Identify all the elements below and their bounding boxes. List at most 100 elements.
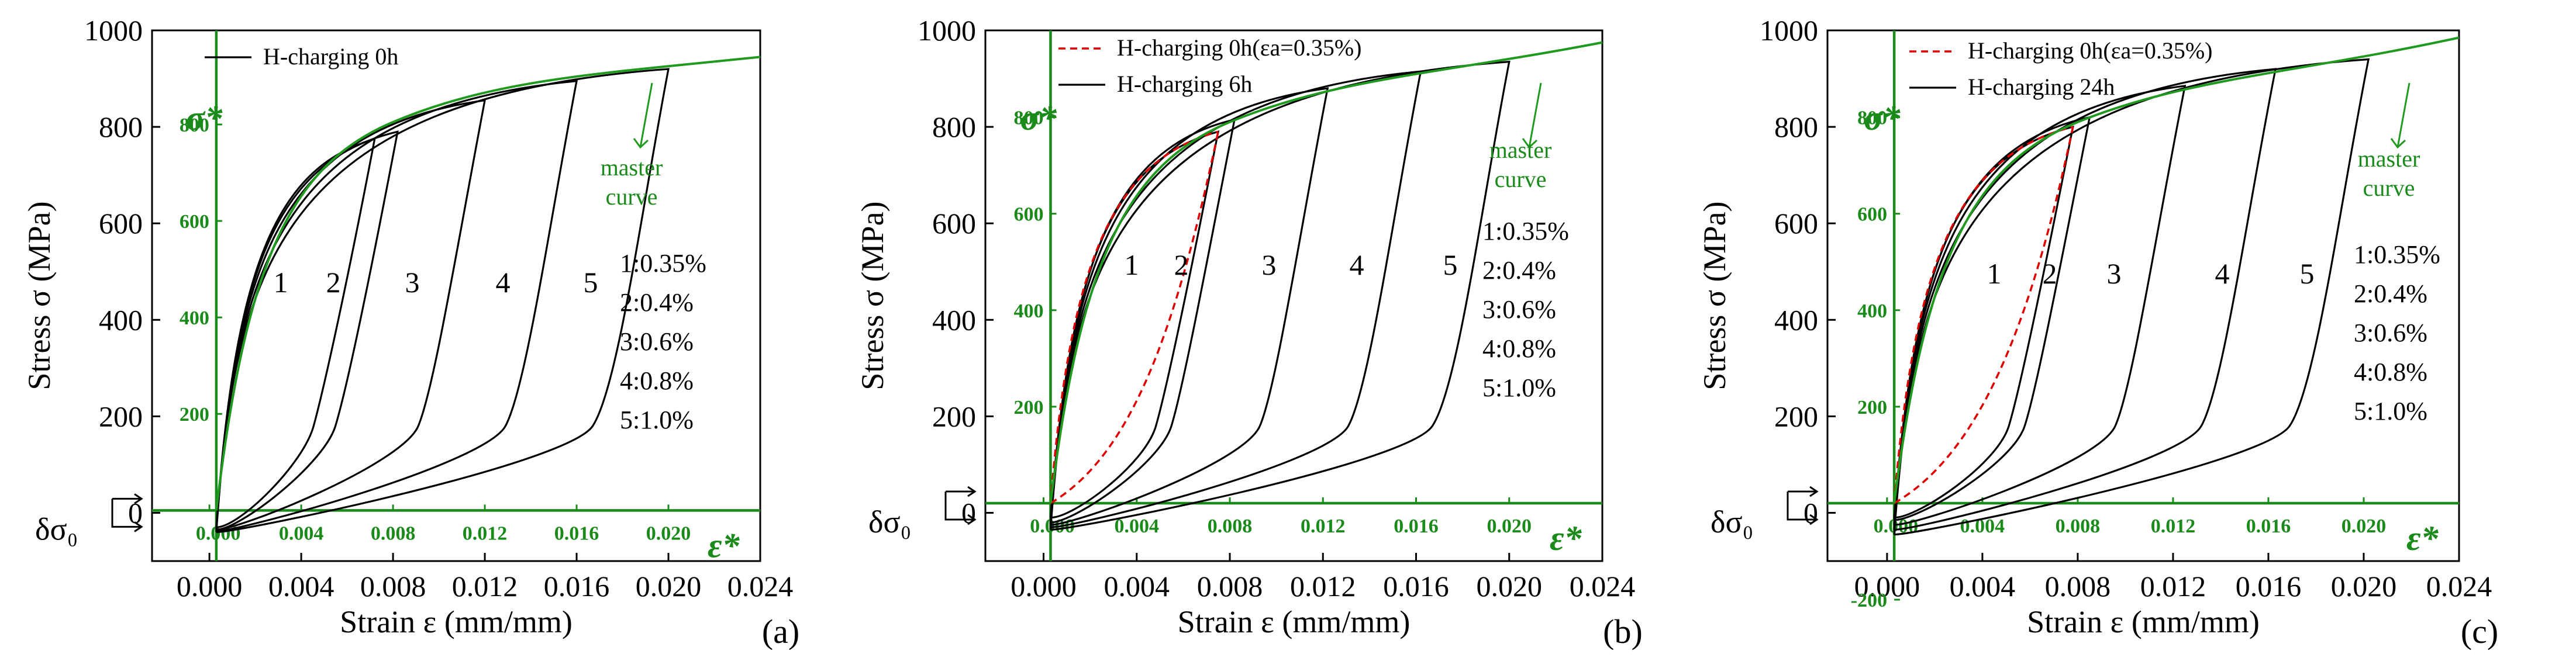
sigma-star-symbol: σ* (1020, 99, 1057, 137)
reference-0h-curve (1893, 126, 2074, 504)
x-tick-label: 0.012 (452, 570, 518, 603)
epsilon-star-tick-label: 0.012 (2151, 515, 2196, 537)
epsilon-star-tick-label: 0.008 (2056, 515, 2101, 537)
master-curve-label: curve (606, 184, 658, 210)
y-tick-label: 400 (99, 303, 143, 336)
y-tick-label: 600 (1774, 207, 1818, 240)
y-tick-label: 200 (99, 400, 143, 432)
x-tick-label: 0.000 (177, 570, 243, 603)
y-tick-label: 0 (128, 496, 143, 529)
y-tick-label: 600 (99, 207, 143, 240)
hysteresis-loop-2 (1049, 118, 1236, 524)
y-tick-label: 1000 (918, 14, 976, 47)
y-axis-label: Stress σ (MPa) (22, 201, 57, 390)
chart-panel-1: 0 200 400 600 800 1000 0.000 0.004 0.008 0.012 0.0… (22, 14, 799, 650)
epsilon-star-tick-label: 0.008 (1208, 515, 1253, 537)
sigma-star-tick-label: 400 (180, 307, 209, 329)
legend-entry: H-charging 24h (1968, 74, 2115, 100)
hysteresis-loop-5 (1049, 60, 1511, 531)
epsilon-star-tick-label: 0.012 (1301, 515, 1346, 537)
plot-frame (151, 29, 761, 562)
x-tick-label: 0.020 (1477, 570, 1543, 603)
x-tick-label: 0.000 (1011, 570, 1077, 603)
hysteresis-loop-4 (215, 79, 578, 532)
sigma-star-tick-label: 400 (1013, 300, 1043, 322)
curve-number-5: 5 (2300, 257, 2315, 290)
strain-amplitude-item: 4:0.8% (1482, 334, 1556, 363)
reference-0h-curve (1049, 130, 1219, 504)
legend-entry: H-charging 6h (1117, 71, 1252, 97)
strain-amplitude-item: 4:0.8% (2354, 358, 2427, 386)
y-tick-label: 800 (99, 110, 143, 143)
epsilon-star-tick-label: 0.016 (1394, 515, 1439, 537)
master-curve-arrow (633, 82, 653, 149)
curve-number-5: 5 (1443, 248, 1458, 281)
x-tick-label: 0.000 (1854, 570, 1920, 603)
hysteresis-loop-2 (215, 130, 399, 531)
x-tick-label: 0.008 (1197, 570, 1263, 603)
epsilon-star-tick-label: 0.004 (1115, 515, 1160, 537)
curve-number-3: 3 (2107, 257, 2122, 290)
strain-amplitude-item: 3:0.6% (620, 327, 694, 356)
hysteresis-loop-4 (1893, 68, 2277, 531)
curve-number-1: 1 (1125, 248, 1139, 281)
x-tick-label: 0.020 (636, 570, 702, 603)
sigma-star-tick-label: 200 (1857, 397, 1887, 418)
sigma-star-tick-label: 600 (1013, 204, 1043, 226)
legend-entry: H-charging 0h(εa=0.35%) (1968, 37, 2213, 64)
sigma-star-tick-label: 800 (1013, 108, 1043, 129)
epsilon-star-tick-label: 0.008 (371, 522, 416, 544)
master-curve-arrow (1522, 82, 1542, 149)
hysteresis-loop-2 (1893, 116, 2091, 521)
plot-frame (984, 29, 1603, 562)
hysteresis-loop-3 (1893, 85, 2187, 526)
delta-arrow-bottom (1787, 491, 1819, 525)
sigma-star-tick-label: 800 (180, 115, 209, 136)
master-curve (1049, 41, 1603, 504)
y-axis-label: Stress σ (MPa) (1697, 201, 1732, 390)
delta-sigma0-label: δσ₀ (1711, 504, 1753, 539)
curve-number-2: 2 (326, 266, 341, 299)
epsilon-star-symbol: ε* (1550, 519, 1582, 558)
y-tick-label: 600 (932, 207, 976, 240)
y-tick-label: 400 (932, 303, 976, 336)
sigma-star-symbol: σ* (1864, 99, 1901, 137)
x-tick-label: 0.016 (2236, 570, 2302, 603)
x-tick-label: 0.012 (2140, 570, 2206, 603)
strain-amplitude-item: 2:0.4% (1482, 256, 1556, 285)
x-tick-label: 0.004 (1950, 570, 2016, 603)
curve-number-4: 4 (1350, 248, 1364, 281)
strain-amplitude-item: 1:0.35% (2354, 240, 2440, 269)
delta-sigma0-label: δσ₀ (35, 511, 78, 546)
hysteresis-loop-3 (215, 99, 487, 531)
curve-number-3: 3 (405, 266, 420, 299)
hysteresis-loop-3 (1049, 87, 1329, 526)
epsilon-star-tick-label: 0.016 (2246, 515, 2291, 537)
epsilon-star-symbol: ε* (708, 526, 740, 565)
y-axis-label: Stress σ (MPa) (855, 201, 890, 390)
strain-amplitude-item: 2:0.4% (2354, 279, 2427, 308)
strain-amplitude-item: 3:0.6% (1482, 295, 1556, 324)
legend-entry: H-charging 0h(εa=0.35%) (1117, 34, 1362, 61)
curve-number-2: 2 (2043, 257, 2057, 290)
strain-amplitude-item: 5:1.0% (1482, 373, 1556, 402)
x-axis-label: Strain ε (mm/mm) (340, 604, 573, 639)
y-tick-label: 400 (1774, 303, 1818, 336)
delta-arrow-bottom (944, 491, 977, 525)
sigma-star-tick-label: 800 (1857, 108, 1887, 129)
curve-number-2: 2 (1174, 248, 1189, 281)
delta-arrow-top (1788, 486, 1819, 497)
master-curve-label: curve (2363, 175, 2415, 201)
y-tick-label: 1000 (84, 14, 143, 47)
strain-amplitude-item: 1:0.35% (1482, 217, 1569, 245)
sigma-star-symbol: σ* (186, 99, 223, 137)
master-curve (1893, 36, 2460, 504)
strain-amplitude-item: 2:0.4% (620, 288, 694, 317)
delta-arrow-top (112, 493, 143, 504)
sigma-star-tick-label: 200 (180, 404, 209, 425)
curve-number-4: 4 (496, 266, 511, 299)
x-tick-label: 0.024 (1570, 570, 1636, 603)
